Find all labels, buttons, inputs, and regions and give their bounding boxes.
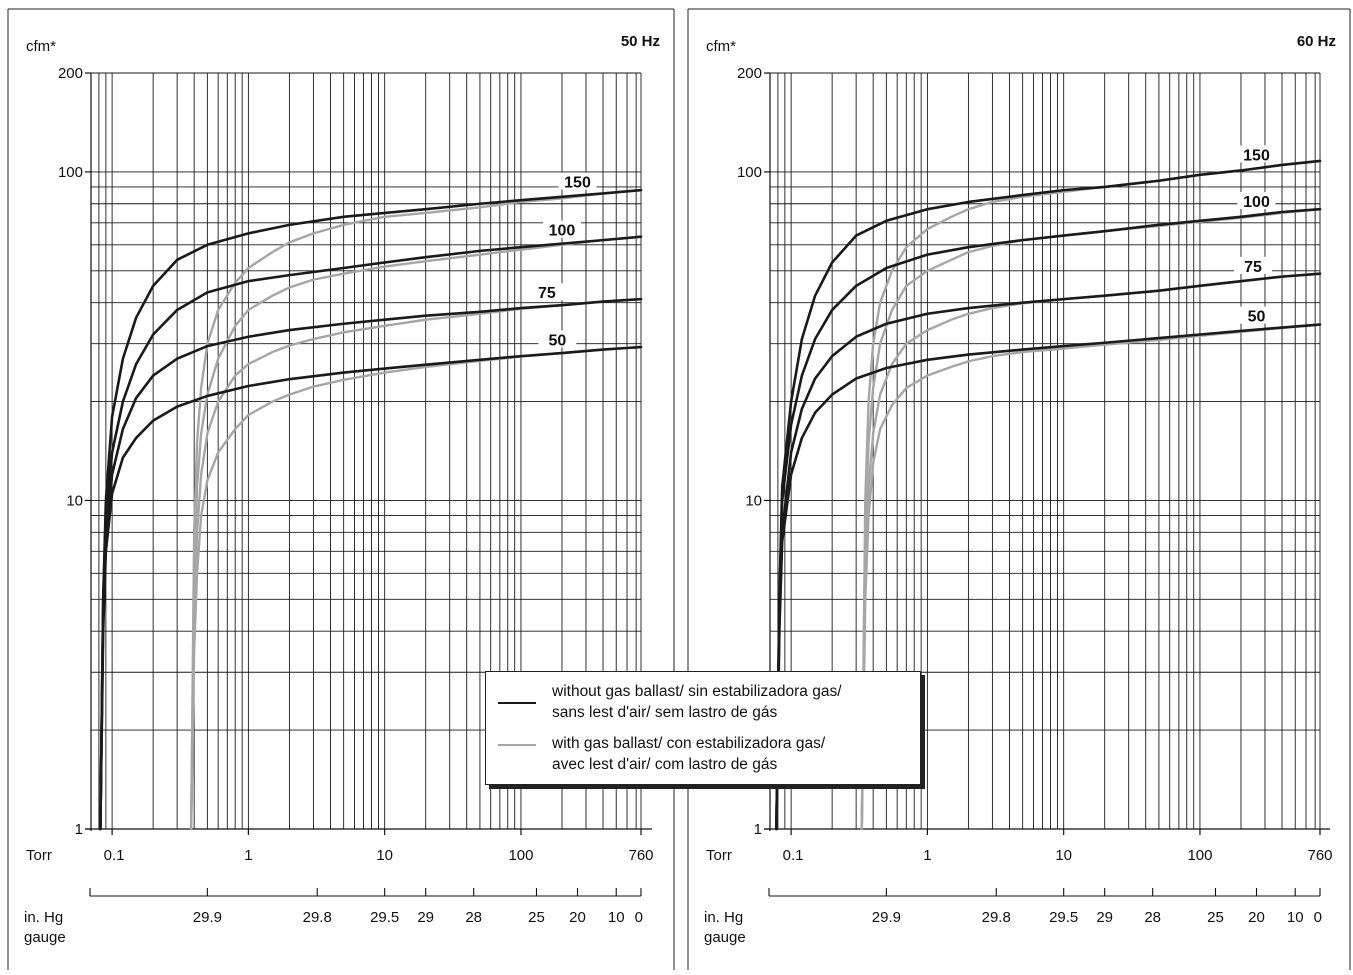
- series-line-50-without: [775, 323, 1322, 831]
- y-axis-label: cfm*: [706, 38, 736, 55]
- y-tick-label: 10: [66, 492, 83, 509]
- series-label-bg: [1233, 256, 1272, 274]
- series-line-50-with: [860, 323, 1322, 831]
- x-tick-label: 760: [1307, 847, 1332, 864]
- legend-label-with-line1: with gas ballast/ con estabilizadora gas…: [552, 735, 826, 752]
- y-tick-label: 100: [58, 164, 83, 181]
- series-label-bg: [542, 220, 581, 238]
- series-line-100-without: [99, 235, 643, 831]
- series-line-100-with: [189, 235, 643, 831]
- series-line-150-without: [775, 159, 1322, 831]
- series-label-150: 150: [564, 175, 591, 192]
- series-line-75-without: [775, 272, 1322, 831]
- x-axis-label-inhg: in. Hg: [24, 909, 63, 926]
- y-tick-label: 100: [737, 164, 762, 181]
- legend-label-without-line1: without gas ballast/ sin estabilizadora …: [552, 683, 842, 700]
- y-axis-label: cfm*: [26, 38, 56, 55]
- legend-label-with-line2: avec lest d'air/ com lastro de gás: [552, 756, 778, 773]
- inhg-tick-label: 29.8: [303, 909, 332, 926]
- series-label-50: 50: [1248, 309, 1266, 326]
- inhg-tick-label: 10: [1287, 909, 1304, 926]
- series-line-50-without: [99, 345, 643, 831]
- series-line-75-without: [99, 297, 643, 831]
- series-label-150: 150: [1243, 147, 1270, 164]
- inhg-tick-label: 29.5: [370, 909, 399, 926]
- series-label-bg: [527, 283, 566, 301]
- y-tick-label: 10: [745, 492, 762, 509]
- y-tick-label: 1: [75, 821, 83, 838]
- inhg-tick-label: 20: [569, 909, 586, 926]
- legend-label-without-line2: sans lest d'air/ sem lastro de gás: [552, 704, 778, 721]
- inhg-tick-label: 20: [1248, 909, 1265, 926]
- x-tick-label: 100: [508, 847, 533, 864]
- inhg-tick-label: 0: [1314, 909, 1322, 926]
- inhg-tick-label: 0: [635, 909, 643, 926]
- series-label-bg: [1237, 145, 1276, 163]
- y-tick-label: 200: [58, 65, 83, 82]
- legend: without gas ballast/ sin estabilizadora …: [485, 671, 921, 785]
- x-tick-label: 100: [1187, 847, 1212, 864]
- series-line-150-without: [99, 188, 643, 831]
- legend-item-without-gas-ballast: without gas ballast/ sin estabilizadora …: [486, 682, 920, 722]
- series-label-75: 75: [1244, 259, 1262, 276]
- inhg-tick-label: 10: [608, 909, 625, 926]
- series-label-bg: [1237, 306, 1276, 324]
- legend-swatch-without: [498, 702, 536, 704]
- chart-title: 60 Hz: [1297, 33, 1336, 50]
- inhg-tick-label: 29: [1096, 909, 1113, 926]
- series-line-100-with: [860, 208, 1322, 831]
- x-tick-label: 0.1: [104, 847, 125, 864]
- series-label-bg: [1237, 191, 1276, 209]
- inhg-tick-label: 29.9: [872, 909, 901, 926]
- x-tick-label: 0.1: [783, 847, 804, 864]
- legend-item-with-gas-ballast: with gas ballast/ con estabilizadora gas…: [486, 734, 920, 774]
- chart-title: 50 Hz: [621, 33, 660, 50]
- inhg-tick-label: 25: [528, 909, 545, 926]
- x-tick-label: 1: [244, 847, 252, 864]
- x-axis-label-torr: Torr: [26, 847, 52, 864]
- series-label-bg: [558, 172, 597, 190]
- inhg-tick-label: 28: [465, 909, 482, 926]
- series-label-100: 100: [1243, 194, 1270, 211]
- y-tick-label: 200: [737, 65, 762, 82]
- series-line-100-without: [775, 207, 1322, 831]
- x-axis-label-torr: Torr: [706, 847, 732, 864]
- x-axis-label-inhg-line2: gauge: [24, 929, 66, 946]
- x-tick-label: 10: [376, 847, 393, 864]
- series-label-75: 75: [538, 285, 556, 302]
- inhg-tick-label: 29.5: [1049, 909, 1078, 926]
- series-line-150-with: [189, 188, 643, 831]
- inhg-tick-label: 25: [1207, 909, 1224, 926]
- series-label-bg: [538, 330, 577, 348]
- inhg-tick-label: 29.8: [982, 909, 1011, 926]
- x-tick-label: 1: [923, 847, 931, 864]
- inhg-tick-label: 29.9: [193, 909, 222, 926]
- series-label-50: 50: [548, 332, 566, 349]
- x-tick-label: 760: [628, 847, 653, 864]
- x-tick-label: 10: [1055, 847, 1072, 864]
- x-axis-label-inhg-line2: gauge: [704, 929, 746, 946]
- x-axis-label-inhg: in. Hg: [704, 909, 743, 926]
- legend-swatch-with: [498, 744, 536, 746]
- inhg-tick-label: 28: [1144, 909, 1161, 926]
- inhg-tick-label: 29: [417, 909, 434, 926]
- y-tick-label: 1: [754, 821, 762, 838]
- series-label-100: 100: [549, 223, 576, 240]
